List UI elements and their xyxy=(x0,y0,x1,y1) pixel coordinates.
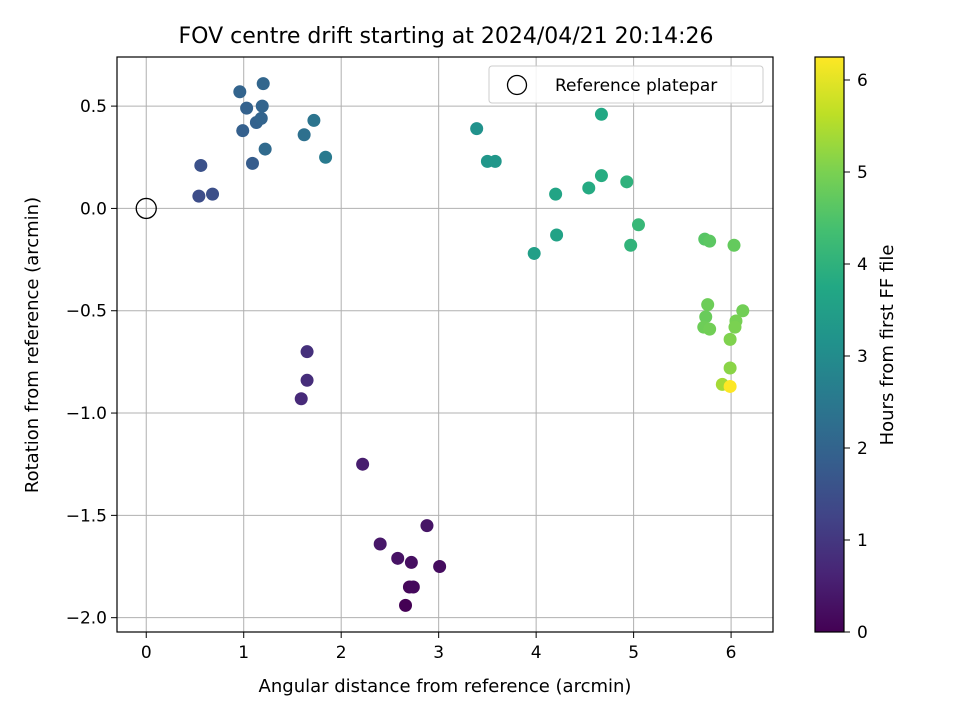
colorbar-tick-label: 0 xyxy=(857,623,868,643)
colorbar-label: Hours from first FF file xyxy=(877,245,898,446)
plot-background xyxy=(117,57,773,632)
scatter-point xyxy=(723,361,737,375)
scatter-point xyxy=(620,175,634,189)
y-tick-label: 0.5 xyxy=(80,97,107,117)
x-tick-label: 3 xyxy=(433,643,444,663)
y-tick-label: −1.5 xyxy=(66,506,107,526)
grid-lines xyxy=(117,57,773,632)
scatter-point xyxy=(470,122,484,136)
scatter-point xyxy=(294,392,308,406)
plot-area: 0 1 2 3 4 5 6 0.5 0.0 −0.5 −1.0 −1.5 −2.0 Reference… xyxy=(66,56,774,663)
scatter-point xyxy=(300,373,314,387)
scatter-point xyxy=(319,150,333,164)
scatter-point xyxy=(194,158,208,172)
scatter-point xyxy=(399,598,413,612)
scatter-point xyxy=(594,107,608,121)
colorbar-tick-label: 4 xyxy=(857,255,868,275)
scatter-point xyxy=(356,457,370,471)
scatter-point xyxy=(624,238,638,252)
scatter-point xyxy=(703,234,717,248)
colorbar-tick-label: 2 xyxy=(857,439,868,459)
scatter-point xyxy=(550,228,564,242)
reference-platepar-point xyxy=(135,197,157,220)
scatter-point xyxy=(699,310,713,324)
reference-point-layer xyxy=(135,197,157,220)
plot-frame xyxy=(116,56,774,633)
legend-box xyxy=(488,65,764,104)
scatter-point xyxy=(723,379,737,393)
scatter-point xyxy=(254,111,268,125)
scatter-point xyxy=(594,169,608,183)
x-axis-ticks: 0 1 2 3 4 5 6 xyxy=(141,632,737,663)
colorbar-frame xyxy=(814,56,845,633)
scatter-point xyxy=(527,246,541,260)
scatter-point xyxy=(420,519,434,533)
y-tick-label: −1.0 xyxy=(66,404,107,424)
scatter-point xyxy=(631,218,645,232)
scatter-point xyxy=(433,560,447,574)
colorbar-tick-label: 1 xyxy=(857,531,868,551)
scatter-point xyxy=(300,345,314,359)
colorbar-tick-label: 3 xyxy=(857,347,868,367)
scatter-point xyxy=(255,99,269,113)
scatter-point xyxy=(549,187,563,201)
scatter-point xyxy=(236,124,250,138)
scatter-point xyxy=(391,551,405,565)
scatter-point xyxy=(245,156,259,170)
scatter-point xyxy=(727,238,741,252)
legend: Reference platepar xyxy=(488,65,764,104)
scatter-point xyxy=(703,322,717,336)
scatter-point xyxy=(373,537,387,551)
x-tick-label: 1 xyxy=(238,643,249,663)
scatter-point xyxy=(723,332,737,346)
scatter-point xyxy=(307,113,321,127)
scatter-point xyxy=(256,77,270,91)
legend-label-reference-platepar: Reference platepar xyxy=(555,76,717,96)
scatter-point xyxy=(406,580,420,594)
x-tick-label: 0 xyxy=(141,643,152,663)
data-points xyxy=(192,77,750,612)
x-tick-label: 4 xyxy=(531,643,542,663)
y-axis-ticks: 0.5 0.0 −0.5 −1.0 −1.5 −2.0 xyxy=(66,97,117,629)
x-tick-label: 2 xyxy=(336,643,347,663)
chart-title: FOV centre drift starting at 2024/04/21 … xyxy=(179,24,714,49)
scatter-point xyxy=(736,304,750,318)
scatter-point xyxy=(488,154,502,168)
y-axis-label: Rotation from reference (arcmin) xyxy=(22,197,43,493)
x-tick-label: 6 xyxy=(726,643,737,663)
colorbar: 0 1 2 3 4 5 6 Hours from first FF file xyxy=(814,56,898,643)
colorbar-tick-label: 5 xyxy=(857,163,868,183)
legend-marker-open-circle xyxy=(506,74,528,96)
scatter-point xyxy=(701,298,715,312)
x-tick-label: 5 xyxy=(628,643,639,663)
scatter-point xyxy=(297,128,311,142)
scatter-point xyxy=(206,187,220,201)
scatter-point xyxy=(582,181,596,195)
scatter-point xyxy=(233,85,247,99)
x-axis-label: Angular distance from reference (arcmin) xyxy=(259,676,632,697)
scatter-point xyxy=(240,101,254,115)
scatter-point xyxy=(258,142,272,156)
y-tick-label: −2.0 xyxy=(66,609,107,629)
scatter-point xyxy=(404,555,418,569)
scatter-point xyxy=(728,320,742,334)
y-tick-label: 0.0 xyxy=(80,199,107,219)
y-tick-label: −0.5 xyxy=(66,302,107,322)
colorbar-gradient xyxy=(815,57,844,632)
colorbar-tick-label: 6 xyxy=(857,71,868,91)
colorbar-ticks: 0 1 2 3 4 5 6 xyxy=(844,71,868,643)
scatter-point xyxy=(192,189,206,203)
